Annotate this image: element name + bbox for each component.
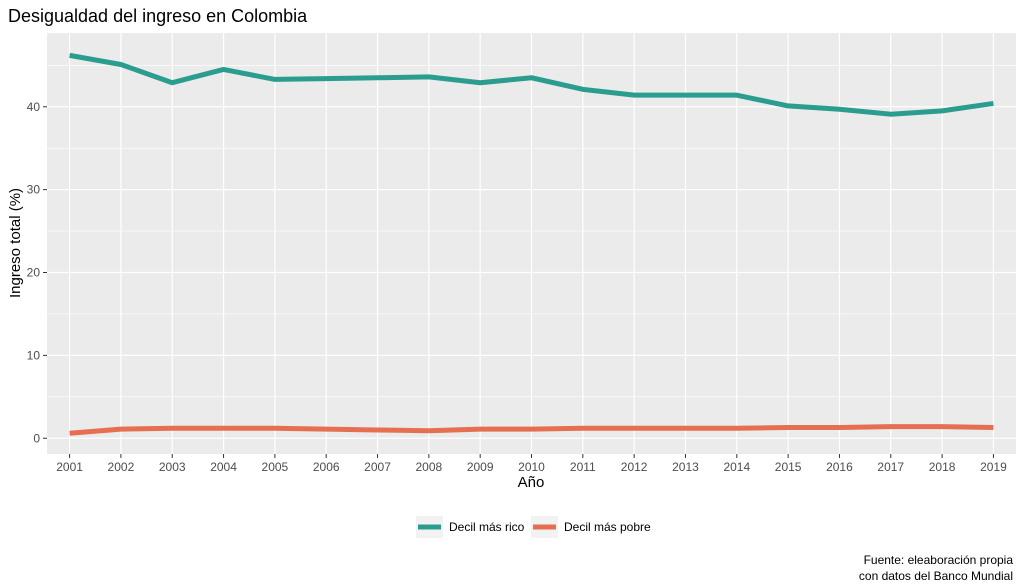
y-tick-label: 40	[27, 100, 41, 114]
x-tick-label: 2011	[570, 460, 596, 474]
x-tick-label: 2004	[210, 460, 237, 474]
x-tick-label: 2010	[518, 460, 545, 474]
x-tick-label: 2002	[108, 460, 135, 474]
series-layer	[69, 52, 994, 436]
series-line-0	[69, 52, 994, 117]
x-tick-label: 2013	[672, 460, 699, 474]
x-tick-label: 2009	[467, 460, 494, 474]
x-tick-label: 2003	[159, 460, 186, 474]
x-tick-label: 2015	[775, 460, 802, 474]
x-tick-label: 2008	[416, 460, 443, 474]
major-gridlines	[47, 33, 1016, 454]
x-tick-label: 2017	[877, 460, 904, 474]
x-tick-label: 2016	[826, 460, 853, 474]
chart-title: Desigualdad del ingreso en Colombia	[8, 6, 308, 26]
legend-label-1: Decil más pobre	[564, 520, 651, 534]
x-tick-labels: 2001 2002 2003 2004 2005 2006 2007 2008 2009 2010…	[56, 460, 1007, 474]
y-tick-label: 0	[33, 431, 40, 445]
x-tick-label: 2001	[56, 460, 83, 474]
caption-line-1: Fuente: eleaboración propia	[864, 553, 1014, 567]
y-tick-label: 30	[27, 183, 41, 197]
caption-line-2: con datos del Banco Mundial	[859, 569, 1013, 583]
axis-ticks	[43, 106, 994, 458]
y-tick-label: 20	[27, 266, 41, 280]
x-tick-label: 2005	[262, 460, 289, 474]
x-tick-label: 2014	[723, 460, 750, 474]
x-tick-label: 2007	[364, 460, 391, 474]
x-tick-label: 2012	[621, 460, 648, 474]
x-axis-title: Año	[518, 474, 545, 491]
legend: Decil más rico Decil más pobre	[416, 516, 651, 538]
x-tick-label: 2006	[313, 460, 340, 474]
series-line-1	[69, 424, 994, 436]
y-tick-labels: 0 10 20 30 40	[27, 100, 41, 445]
y-axis-title: Ingreso total (%)	[7, 188, 24, 298]
legend-label-0: Decil más rico	[449, 520, 525, 534]
x-tick-label: 2019	[980, 460, 1007, 474]
x-tick-label: 2018	[929, 460, 956, 474]
y-tick-label: 10	[27, 348, 41, 362]
